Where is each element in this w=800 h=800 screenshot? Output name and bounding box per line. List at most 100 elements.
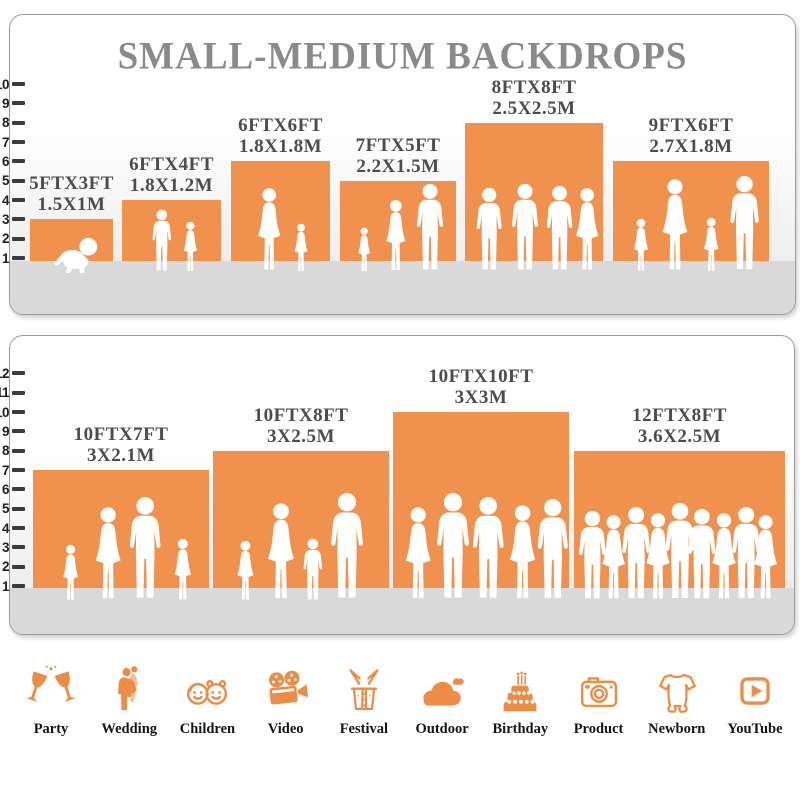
- ruler-dash: [12, 140, 25, 145]
- backdrop-bar-9ftx6ft: [613, 161, 769, 261]
- backdrop-size-ft: 9FTX6FT: [648, 115, 734, 137]
- ruler-dash: [12, 448, 25, 453]
- backdrop-size-ft: 10FTX10FT: [428, 366, 534, 388]
- ruler-number: 4: [1, 520, 10, 536]
- woman-silhouette: [381, 199, 411, 273]
- category-children[interactable]: Children: [170, 664, 244, 738]
- baby-silhouette: [49, 235, 101, 273]
- ruler-tick-1: 1: [0, 250, 25, 266]
- ruler-tick-7: 7: [0, 462, 25, 478]
- page-title: SMALL-MEDIUM BACKDROPS: [117, 34, 688, 79]
- backdrop-size-label: 10FTX10FT 3X3M: [429, 366, 534, 408]
- ruler-number: 10: [0, 404, 10, 420]
- man-silhouette: [507, 183, 543, 273]
- category-video[interactable]: Video: [249, 664, 323, 738]
- backdrop-size-label: 6FTX6FT 1.8X1.8M: [238, 115, 323, 157]
- ruler-number: 5: [1, 173, 10, 189]
- backdrop-size-m: 1.8X1.2M: [129, 175, 214, 197]
- ruler-number: 12: [0, 365, 10, 381]
- backdrop-size-m: 2.2X1.5M: [356, 155, 440, 177]
- backdrop-size-m: 3X2.1M: [87, 445, 155, 467]
- category-product[interactable]: Product: [562, 664, 636, 738]
- man-silhouette: [124, 496, 166, 602]
- ruler-tick-6: 6: [0, 153, 25, 169]
- ruler-dash: [12, 429, 25, 434]
- backdrops-panel-medium: 12345678910111210FTX7FT3X2.1M10FTX8FT3X2…: [0, 335, 795, 635]
- category-wedding[interactable]: Wedding: [92, 664, 166, 738]
- girl-silhouette: [700, 217, 722, 273]
- backdrop-bar-7ftx5ft: [340, 180, 456, 261]
- man-silhouette: [325, 492, 369, 602]
- ruler-number: 6: [1, 153, 10, 169]
- ruler-dash: [12, 82, 25, 87]
- category-label: Product: [573, 721, 624, 737]
- ruler-tick-7: 7: [0, 134, 25, 150]
- category-label: Wedding: [101, 721, 158, 737]
- ruler-dash: [12, 256, 25, 260]
- ruler-number: 7: [1, 134, 10, 150]
- category-label: Children: [179, 721, 236, 737]
- backdrop-size-m: 3X3M: [454, 387, 508, 409]
- ruler-tick-1: 1: [0, 579, 25, 594]
- man-silhouette: [532, 498, 574, 602]
- backdrop-size-label: 9FTX6FT 2.7X1.8M: [649, 115, 734, 157]
- ruler-number: 10: [0, 76, 10, 92]
- ruler-dash: [12, 217, 25, 222]
- ruler-number: 1: [1, 250, 10, 266]
- category-newborn[interactable]: Newborn: [640, 664, 714, 738]
- backdrop-bar-8ftx8ft: [465, 122, 603, 261]
- category-row: Party Wedding Children Video Festival Outdoor…: [14, 664, 792, 738]
- ruler-number: 3: [1, 539, 10, 555]
- backdrop-size-label: 5FTX3FT 1.5X1M: [29, 173, 114, 215]
- backdrop-size-ft: 5FTX3FT: [29, 173, 114, 195]
- category-outdoor[interactable]: Outdoor: [405, 664, 479, 738]
- ruler-number: 8: [1, 115, 10, 131]
- ruler-dash: [12, 468, 25, 473]
- ruler-tick-5: 5: [0, 173, 25, 189]
- festival-icon: [349, 669, 379, 710]
- ruler-number: 2: [1, 559, 10, 575]
- category-youtube[interactable]: YouTube: [718, 664, 792, 738]
- ruler-number: 7: [1, 462, 10, 478]
- ruler-number: 3: [1, 211, 10, 227]
- ruler-tick-2: 2: [0, 231, 25, 247]
- panel-floor: [10, 261, 795, 314]
- wedding-icon: [118, 666, 139, 711]
- backdrop-size-ft: 7FTX5FT: [355, 134, 441, 156]
- category-birthday[interactable]: Birthday: [483, 664, 557, 738]
- ruler-tick-9: 9: [0, 96, 25, 111]
- ruler-dash: [12, 120, 25, 125]
- category-label: Festival: [339, 721, 389, 737]
- girl-silhouette: [59, 544, 82, 602]
- backdrop-size-label: 10FTX8FT 3X2.5M: [254, 405, 349, 447]
- ruler-number: 4: [1, 192, 10, 208]
- backdrop-bar-6ftx6ft: [231, 161, 330, 261]
- backdrop-size-m: 2.5X2.5M: [492, 97, 576, 119]
- ruler-tick-5: 5: [0, 501, 25, 517]
- ruler-number: 5: [1, 501, 10, 517]
- backdrop-bar-6ftx4ft: [122, 200, 221, 261]
- category-label: Party: [33, 721, 69, 737]
- backdrop-size-ft: 10FTX8FT: [253, 404, 349, 426]
- ruler-tick-10: 10: [0, 404, 25, 420]
- ruler-number: 2: [1, 231, 10, 247]
- ruler-dash: [12, 564, 25, 569]
- category-label: Outdoor: [415, 721, 469, 737]
- ruler-dash: [12, 545, 25, 550]
- youtube-icon: [740, 677, 770, 705]
- woman-silhouette: [252, 187, 286, 273]
- ruler-tick-11: 11: [0, 385, 25, 400]
- backdrop-size-label: 12FTX8FT 3.6X2.5M: [632, 405, 727, 447]
- ruler-tick-6: 6: [0, 481, 25, 497]
- category-party[interactable]: Party: [14, 664, 88, 738]
- ruler-dash: [12, 371, 25, 376]
- backdrop-size-ft: 12FTX8FT: [632, 404, 727, 426]
- ruler-tick-3: 3: [0, 539, 25, 555]
- girl-silhouette: [180, 221, 201, 273]
- girl-silhouette: [291, 223, 311, 273]
- backdrop-size-label: 6FTX4FT 1.8X1.2M: [129, 154, 214, 196]
- backdrop-size-ft: 6FTX4FT: [129, 154, 214, 176]
- ruler-number: 6: [1, 481, 10, 497]
- newborn-icon: [658, 673, 696, 713]
- category-festival[interactable]: Festival: [327, 664, 401, 738]
